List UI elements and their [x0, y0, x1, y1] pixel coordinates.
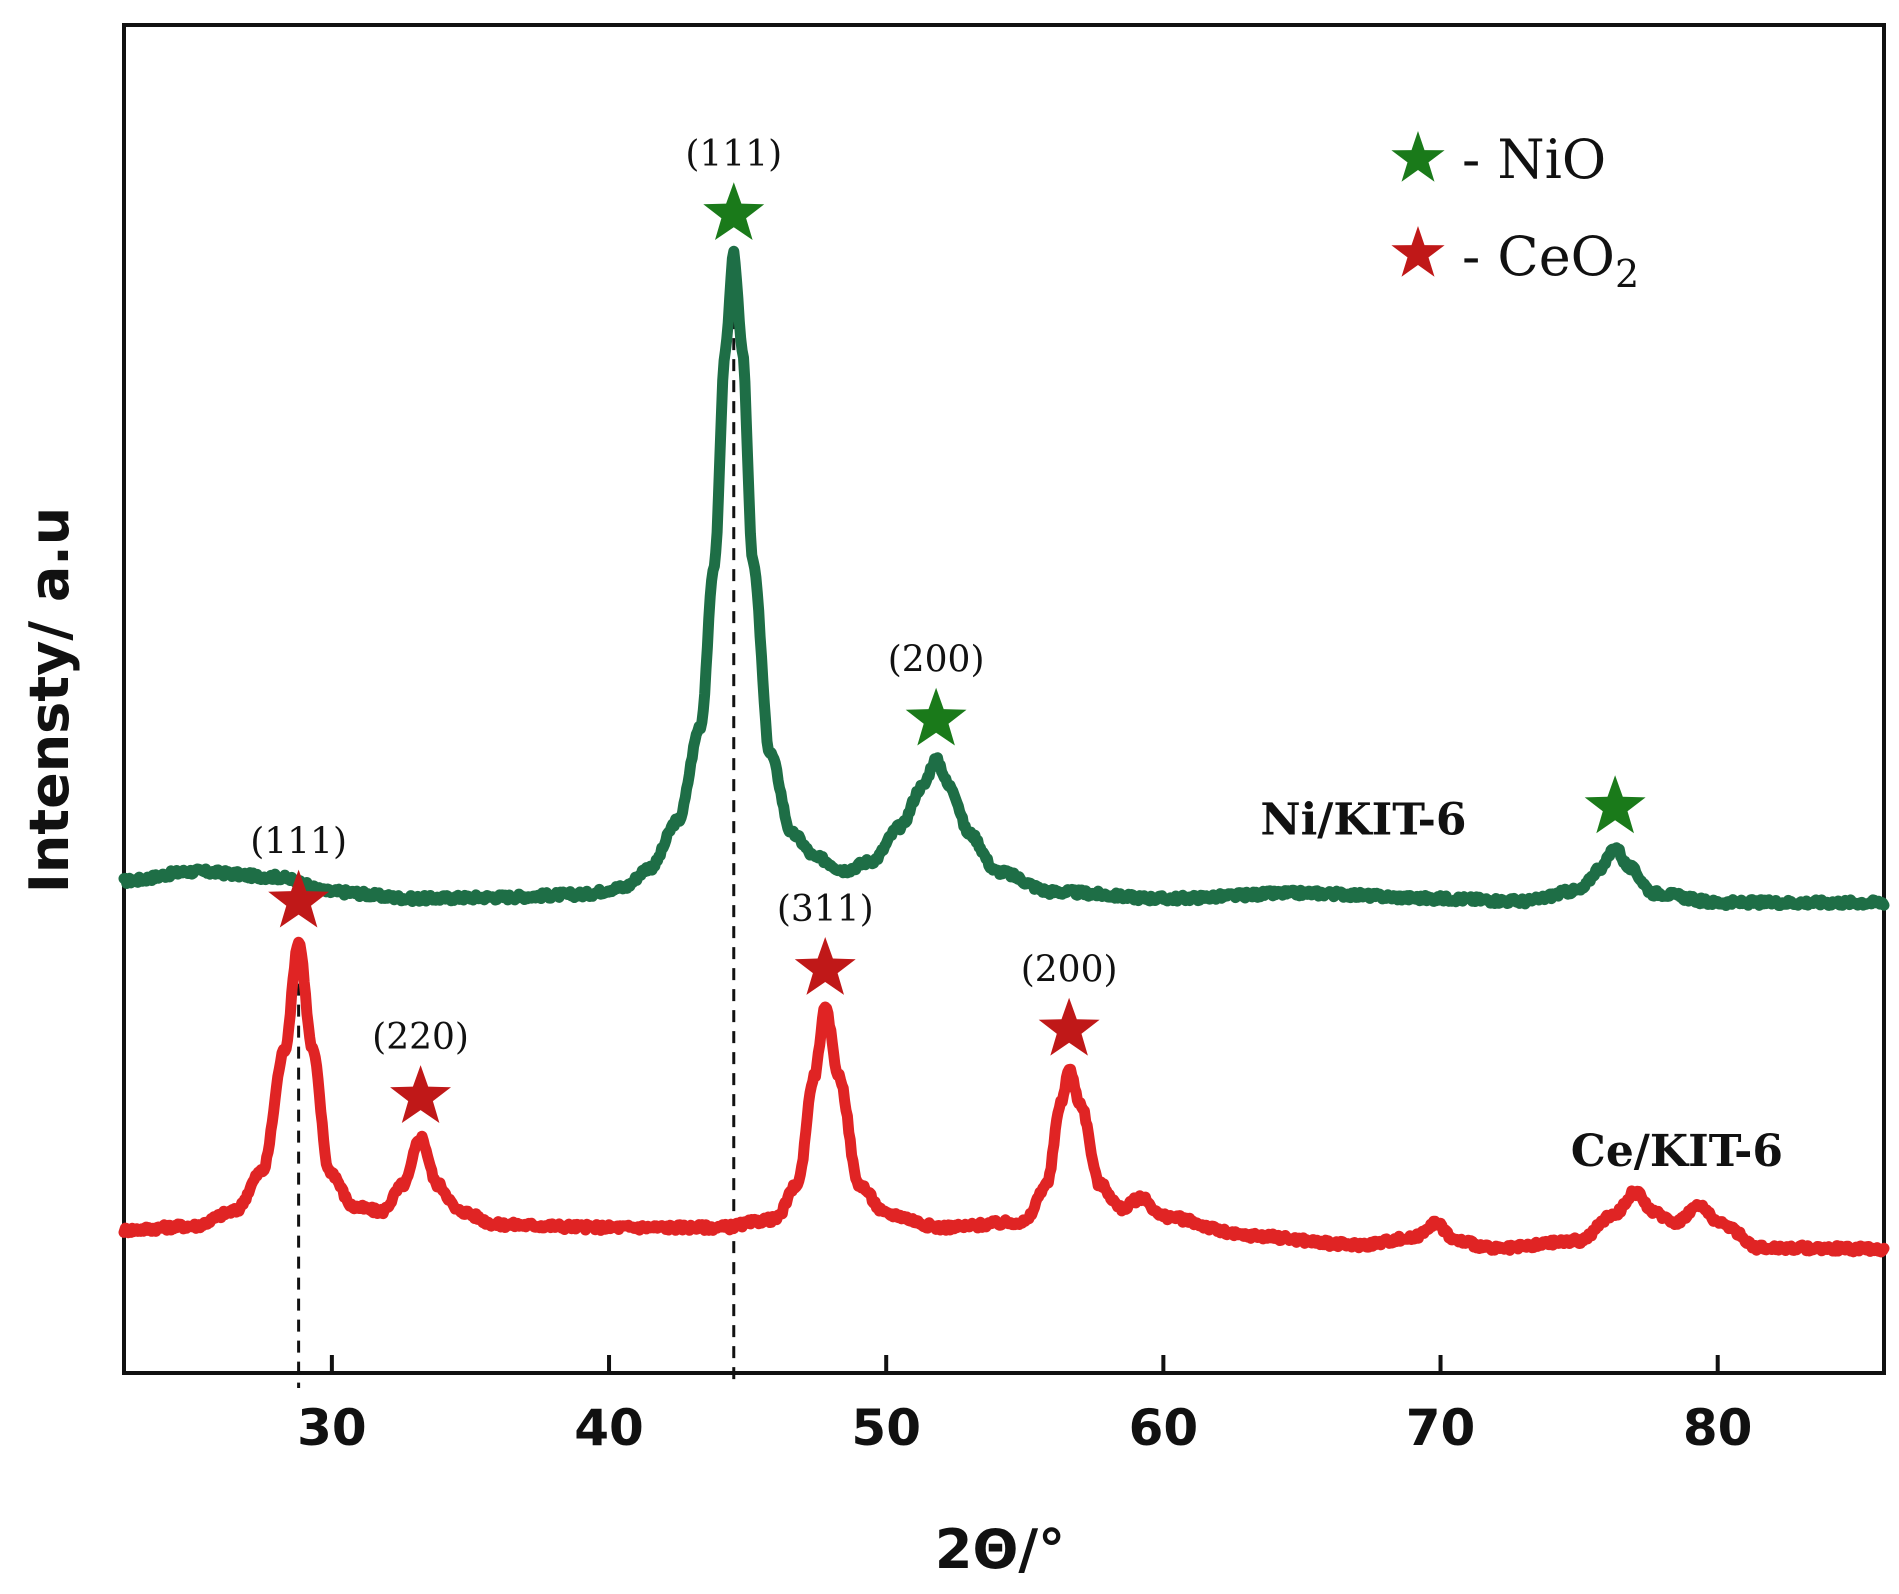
peak-star-icon [794, 937, 856, 995]
peak-star-icon [1584, 775, 1646, 834]
x-tick-label: 50 [851, 1399, 921, 1457]
series-line-ce-kit6 [118, 936, 1890, 1258]
peak-markers: (111) (200) (111) (220) (311) (200) [250, 134, 1646, 1123]
x-axis-label: 2Θ/° [935, 1518, 1065, 1581]
series-line-ni-kit6 [118, 245, 1890, 911]
legend-label-ceo2-subscript: 2 [1615, 252, 1639, 296]
peak-star-icon [268, 869, 329, 928]
peak-star-icon [390, 1065, 451, 1123]
peak-hkl-label: (311) [777, 889, 874, 930]
legend-star-icon-nio [1391, 131, 1445, 182]
peak-star-icon [703, 182, 765, 240]
reference-lines [297, 254, 736, 1388]
legend-star-icon-ceo2 [1391, 226, 1445, 277]
x-tick-label: 70 [1406, 1399, 1476, 1457]
legend-label-ceo2: - CeO2 [1462, 225, 1639, 296]
y-axis-label: Intensty/ a.u [18, 507, 81, 894]
legend: - NiO - CeO2 [1391, 128, 1639, 296]
series-label-ce-kit6: Ce/KIT-6 [1571, 1126, 1783, 1177]
series-label-ni-kit6: Ni/KIT-6 [1260, 794, 1466, 845]
legend-label-ceo2-base: - CeO [1462, 225, 1615, 288]
x-tick-label: 80 [1683, 1399, 1753, 1457]
peak-hkl-label: (111) [685, 134, 782, 175]
legend-label-nio: - NiO [1462, 128, 1606, 191]
peak-hkl-label: (220) [372, 1017, 469, 1058]
peak-star-icon [1038, 997, 1100, 1056]
plot-frame [122, 23, 1886, 1375]
peak-hkl-label: (111) [250, 822, 347, 863]
peak-hkl-label: (200) [888, 640, 985, 681]
series-layer [118, 245, 1890, 1258]
legend-star-shape [1391, 226, 1445, 277]
x-tick-label: 40 [574, 1399, 644, 1457]
peak-star-icon [905, 687, 967, 746]
peak-hkl-label: (200) [1021, 950, 1118, 991]
x-tick-label: 30 [297, 1399, 367, 1457]
x-tick-label: 60 [1129, 1399, 1199, 1457]
legend-star-shape [1391, 131, 1445, 182]
x-axis-ticks: 30 40 50 60 70 80 [297, 1355, 1752, 1457]
